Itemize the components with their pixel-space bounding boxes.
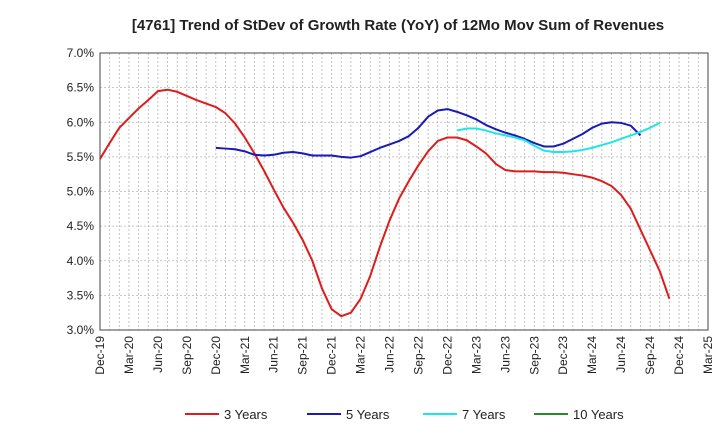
x-tick-label: Jun-23 — [498, 336, 512, 373]
y-tick-label: 6.0% — [67, 115, 95, 129]
x-tick-label: Mar-23 — [469, 336, 483, 374]
x-tick-label: Dec-24 — [672, 336, 686, 375]
x-tick-label: Jun-22 — [383, 336, 397, 373]
x-tick-label: Mar-22 — [354, 336, 368, 374]
plot-area-border — [99, 52, 709, 331]
y-tick-label: 4.0% — [67, 254, 95, 268]
series-line-5-years — [215, 108, 642, 159]
x-tick-label: Mar-25 — [701, 336, 715, 374]
y-axis-tick-labels: 3.0% 3.5% 4.0% 4.5% 5.0% 5.5% 6.0% 6.5% 7.0% — [67, 46, 95, 337]
legend: 3 Years 5 Years 7 Years 10 Years — [185, 407, 624, 422]
series-line-3-years — [99, 88, 671, 318]
y-tick-label: 3.0% — [67, 323, 95, 337]
y-tick-label: 6.5% — [67, 81, 95, 95]
x-tick-label: Dec-19 — [93, 336, 107, 375]
legend-label: 3 Years — [224, 407, 268, 422]
x-tick-label: Mar-24 — [585, 336, 599, 374]
x-axis-tick-labels: Dec-19 Mar-20 Jun-20 Sep-20 Dec-20 Mar-21 Jun-… — [93, 336, 715, 375]
x-tick-label: Dec-23 — [556, 336, 570, 375]
legend-label: 5 Years — [346, 407, 390, 422]
x-tick-label: Sep-20 — [180, 336, 194, 375]
series-line-7-years — [456, 122, 661, 154]
y-tick-label: 3.5% — [67, 288, 95, 302]
x-tick-label: Dec-22 — [440, 336, 454, 375]
y-tick-label: 4.5% — [67, 219, 95, 233]
x-tick-label: Dec-20 — [209, 336, 223, 375]
x-tick-label: Jun-20 — [151, 336, 165, 373]
y-tick-label: 5.0% — [67, 185, 95, 199]
y-tick-label: 5.5% — [67, 150, 95, 164]
x-tick-label: Jun-21 — [267, 336, 281, 373]
x-tick-label: Sep-24 — [643, 336, 657, 375]
x-tick-label: Sep-23 — [527, 336, 541, 375]
x-tick-label: Sep-22 — [411, 336, 425, 375]
series-lines — [99, 88, 671, 318]
legend-label: 7 Years — [462, 407, 506, 422]
y-tick-label: 7.0% — [67, 46, 95, 60]
x-tick-label: Jun-24 — [614, 336, 628, 373]
chart-title: [4761] Trend of StDev of Growth Rate (Yo… — [132, 17, 664, 34]
x-tick-label: Dec-21 — [325, 336, 339, 375]
x-tick-label: Mar-21 — [238, 336, 252, 374]
x-tick-label: Sep-21 — [296, 336, 310, 375]
legend-label: 10 Years — [573, 407, 624, 422]
x-tick-label: Mar-20 — [122, 336, 136, 374]
